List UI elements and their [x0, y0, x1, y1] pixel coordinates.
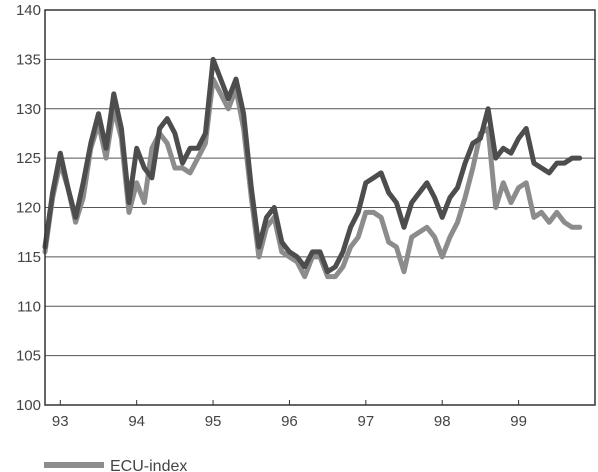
x-tick-label: 93 [52, 413, 69, 430]
plot-frame [44, 9, 596, 406]
x-tick-label: 94 [128, 413, 145, 430]
x-axis: 93 94 95 96 97 98 99 [52, 400, 527, 430]
x-tick-label: 96 [281, 413, 298, 430]
legend: ECU-index [44, 458, 187, 472]
y-axis: 100 105 110 115 120 125 130 135 140 [16, 2, 41, 414]
y-tick-label: 125 [16, 150, 41, 167]
legend-label: ECU-index [110, 458, 187, 472]
x-tick-label: 98 [434, 413, 451, 430]
series-line-2 [42, 56, 583, 275]
y-tick-label: 135 [16, 51, 41, 68]
x-tick-label: 97 [357, 413, 374, 430]
x-tick-label: 95 [205, 413, 222, 430]
series-lines [42, 56, 583, 280]
y-tick-label: 100 [16, 397, 41, 414]
y-tick-label: 110 [17, 298, 41, 315]
x-tick-label: 99 [510, 413, 527, 430]
y-tick-label: 120 [16, 200, 41, 217]
y-tick-label: 140 [16, 2, 41, 19]
y-tick-label: 105 [16, 348, 41, 365]
y-tick-label: 115 [17, 249, 41, 266]
y-tick-label: 130 [16, 101, 41, 118]
